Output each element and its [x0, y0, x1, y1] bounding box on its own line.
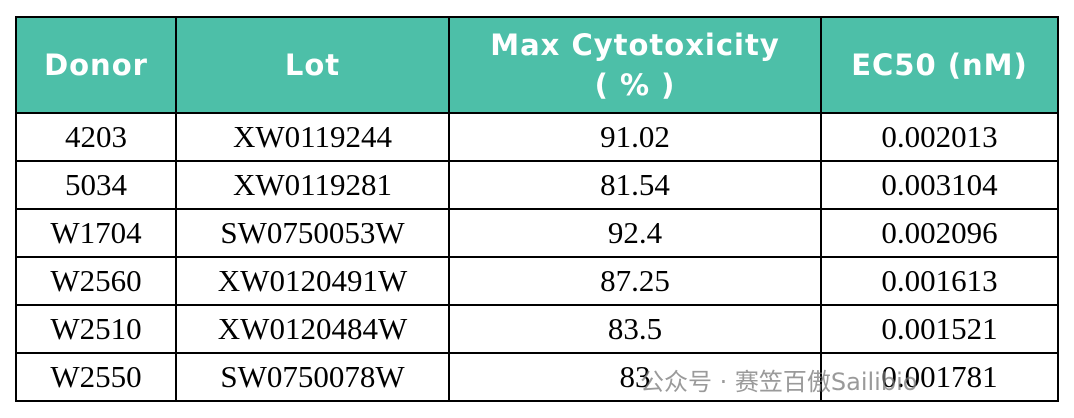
table-row: W1704 SW0750053W 92.4 0.002096 [15, 208, 1059, 258]
table-cell: W2550 [15, 352, 177, 402]
table-cell: W2510 [15, 304, 177, 354]
table-cell: XW0119244 [175, 112, 450, 162]
table-cell: XW0120484W [175, 304, 450, 354]
header-cell: Donor [15, 16, 177, 114]
watermark: 公众号 · 赛笠百傲Sailibio [640, 368, 918, 396]
table-cell: 83.5 [448, 304, 822, 354]
header-cell: Lot [175, 16, 450, 114]
table-row: W2510 XW0120484W 83.5 0.001521 [15, 304, 1059, 354]
table-cell: 0.002096 [820, 208, 1059, 258]
table-cell: 81.54 [448, 160, 822, 210]
table-row: 4203 XW0119244 91.02 0.002013 [15, 112, 1059, 162]
table-cell: 4203 [15, 112, 177, 162]
header-row: Donor Lot Max Cytotoxicity ( % ) EC50 (nM) [15, 16, 1059, 114]
table-cell: W1704 [15, 208, 177, 258]
table-cell: W2560 [15, 256, 177, 306]
table-cell: 0.001521 [820, 304, 1059, 354]
table-body: 4203 XW0119244 91.02 0.002013 5034 XW0119281 8… [15, 112, 1059, 402]
table-cell: 0.002013 [820, 112, 1059, 162]
table-cell: 0.001613 [820, 256, 1059, 306]
header-cell: Max Cytotoxicity ( % ) [448, 16, 822, 114]
table-cell: SW0750078W [175, 352, 450, 402]
table-cell: 5034 [15, 160, 177, 210]
table-cell: SW0750053W [175, 208, 450, 258]
table-cell: 83 [448, 352, 822, 402]
table-cell: 91.02 [448, 112, 822, 162]
table-row: W2550 SW0750078W 83 0.001781 [15, 352, 1059, 402]
table-cell: 0.001781 [820, 352, 1059, 402]
table-row: W2560 XW0120491W 87.25 0.001613 [15, 256, 1059, 306]
header-cell: EC50 (nM) [820, 16, 1059, 114]
table-cell: 0.003104 [820, 160, 1059, 210]
table-row: 5034 XW0119281 81.54 0.003104 [15, 160, 1059, 210]
table-cell: 87.25 [448, 256, 822, 306]
table-cell: XW0120491W [175, 256, 450, 306]
data-table: Donor Lot Max Cytotoxicity ( % ) EC50 (nM) … [15, 16, 1059, 402]
table-cell: XW0119281 [175, 160, 450, 210]
table-cell: 92.4 [448, 208, 822, 258]
